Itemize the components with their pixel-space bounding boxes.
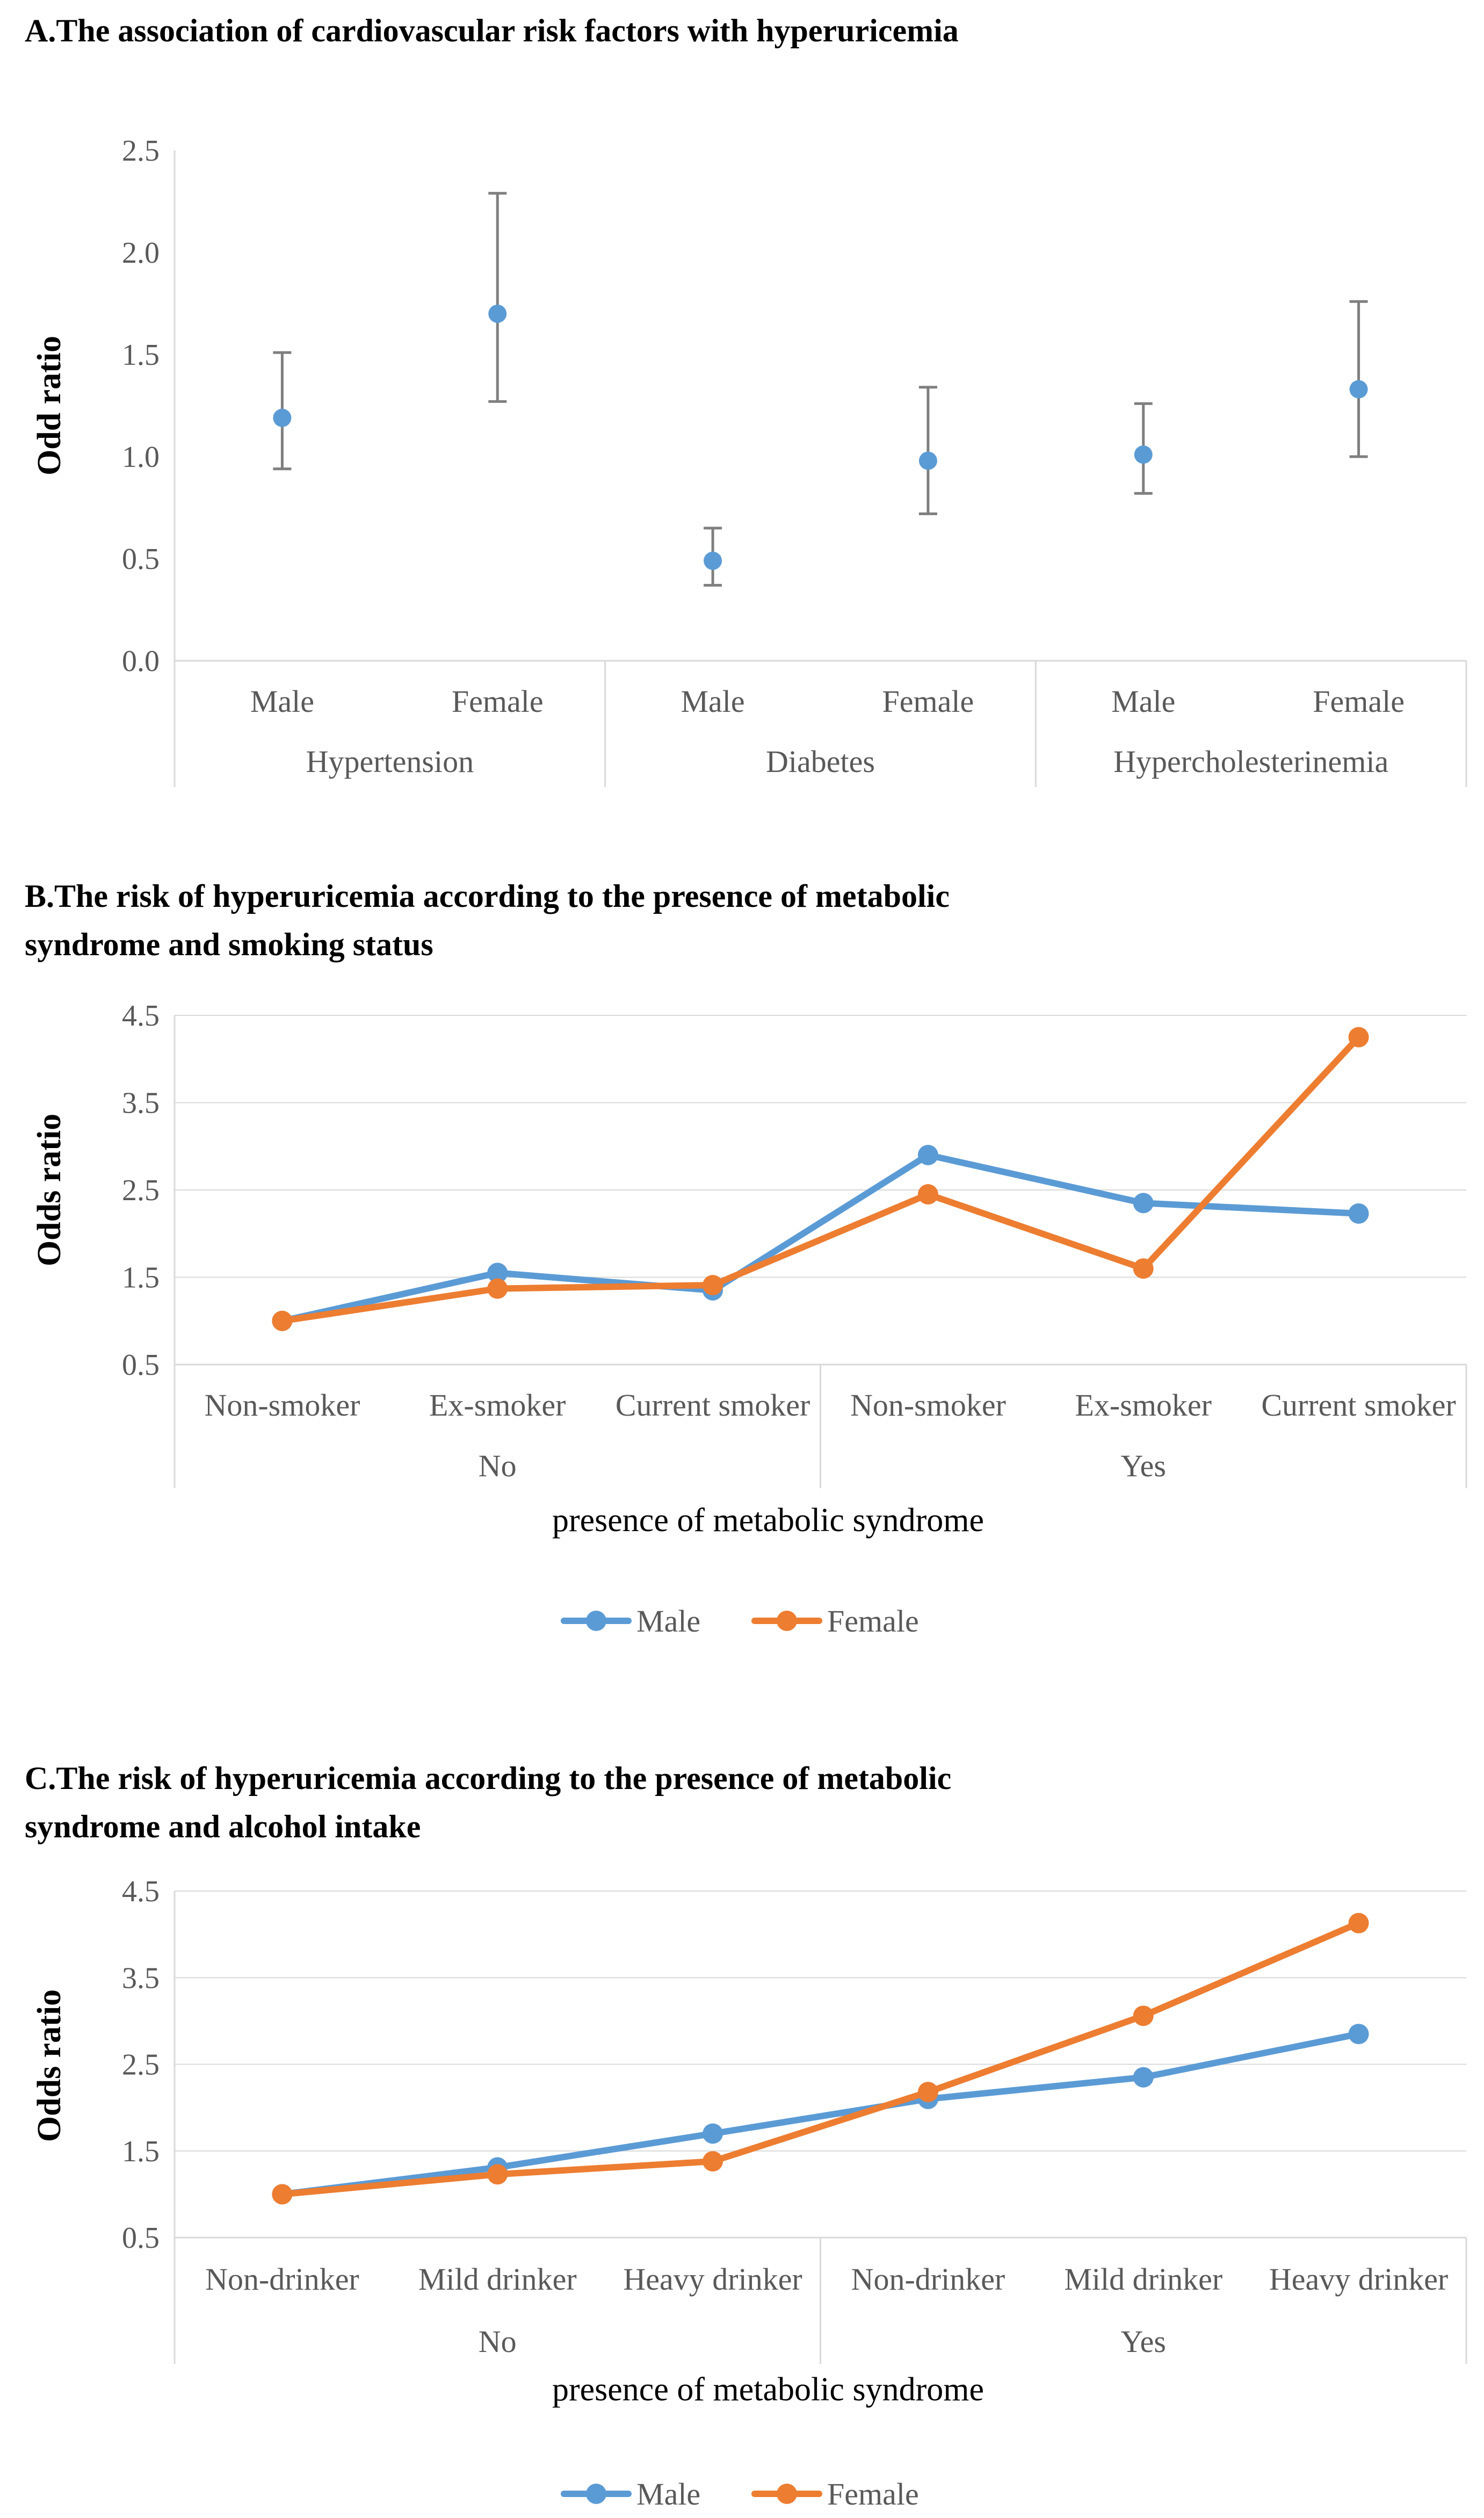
y-tick-label: 0.5 [122,543,160,576]
y-tick-label: 1.5 [122,2135,160,2168]
group-label: Hypercholesterinemia [1113,744,1388,779]
group-label: No [479,2324,517,2359]
series-point-female [487,2164,508,2185]
group-label: Diabetes [766,744,875,779]
legend-swatch-marker [586,2484,606,2504]
chart-title-line: B.The risk of hyperuricemia according to… [25,878,950,914]
y-tick-label: 1.5 [122,338,160,372]
x-tick-label: Male [1111,684,1175,719]
data-point [918,451,937,470]
x-tick-label: Non-smoker [850,1388,1006,1423]
series-point-female [1348,1913,1369,1933]
series-point-female [917,2082,938,2103]
series-line-male [279,2031,1362,2198]
series-point-male [487,1262,508,1283]
data-point [1134,445,1153,464]
data-point [488,305,507,323]
legend-swatch-marker [586,1611,606,1631]
y-tick-label: 2.5 [122,134,160,168]
series-line-female [279,1920,1362,2198]
data-point [1349,380,1368,399]
series-point-female [487,1278,508,1299]
legend-label: Female [827,1604,919,1639]
y-axis-title: Odd ratio [31,336,68,475]
x-axis-title: presence of metabolic syndrome [552,2371,984,2408]
x-tick-label: Heavy drinker [623,2262,802,2297]
y-tick-label: 1.5 [122,1261,160,1295]
x-tick-label: Ex-smoker [1075,1388,1212,1423]
data-point [704,551,722,570]
chart-b: B.The risk of hyperuricemia according to… [25,878,1467,1639]
x-tick-label: Male [681,684,744,719]
series-point-male [1133,2067,1154,2088]
data-point [273,408,292,427]
group-label: Hypertension [306,744,474,779]
y-tick-label: 2.5 [122,2048,160,2082]
legend-label: Female [827,2477,919,2512]
y-tick-label: 0.5 [122,2221,160,2255]
series-point-male [703,2123,723,2144]
legend-label: Male [636,1604,700,1639]
series-line-female [279,1034,1362,1324]
series-point-female [917,1184,938,1205]
y-tick-label: 4.5 [122,999,160,1033]
chart-title-line: syndrome and alcohol intake [25,1809,421,1844]
series-point-male [1133,1193,1154,1214]
chart-title: A.The association of cardiovascular risk… [25,13,959,48]
series-point-female [272,2184,293,2205]
y-tick-label: 3.5 [122,1961,160,1995]
legend-label: Male [636,2477,700,2512]
x-axis-title: presence of metabolic syndrome [552,1502,984,1539]
group-label: No [479,1448,517,1483]
x-tick-label: Current smoker [1261,1388,1456,1423]
group-label: Yes [1121,1448,1166,1483]
y-tick-label: 0.0 [122,645,160,678]
x-tick-label: Female [452,684,544,719]
x-tick-label: Mild drinker [1064,2262,1222,2297]
chart-title-line: syndrome and smoking status [25,927,433,962]
series-point-female [703,2151,723,2172]
y-tick-label: 3.5 [122,1087,160,1120]
legend-swatch-marker [777,1611,797,1631]
x-tick-label: Ex-smoker [429,1388,566,1423]
series-point-female [1133,2005,1154,2026]
y-tick-label: 2.0 [122,236,160,270]
group-label: Yes [1121,2324,1166,2359]
x-tick-label: Male [250,684,314,719]
y-tick-label: 4.5 [122,1875,160,1908]
series-point-female [703,1275,723,1296]
chart-c: C.The risk of hyperuricemia according to… [25,1761,1467,2512]
x-tick-label: Female [882,684,974,719]
series-point-female [272,1310,293,1331]
x-tick-label: Non-drinker [851,2262,1005,2297]
chart-title-line: C.The risk of hyperuricemia according to… [25,1761,951,1796]
series-point-male [917,1145,938,1165]
y-axis-title: Odds ratio [31,1989,68,2142]
series-point-male [1348,1203,1369,1224]
x-tick-label: Mild drinker [418,2262,577,2297]
legend-swatch-marker [777,2484,797,2504]
x-tick-label: Heavy drinker [1269,2262,1448,2297]
y-tick-label: 2.5 [122,1174,160,1207]
series-line-male [279,1152,1362,1324]
x-tick-label: Female [1313,684,1405,719]
y-tick-label: 1.0 [122,441,160,474]
x-tick-label: Non-drinker [205,2262,359,2297]
y-axis-title: Odds ratio [31,1114,68,1266]
x-tick-label: Current smoker [616,1388,810,1423]
x-tick-label: Non-smoker [204,1388,360,1423]
chart-a: A.The association of cardiovascular risk… [25,13,1467,787]
y-tick-label: 0.5 [122,1348,160,1382]
series-point-female [1348,1027,1369,1048]
series-point-female [1133,1258,1154,1279]
series-point-male [1348,2024,1369,2045]
